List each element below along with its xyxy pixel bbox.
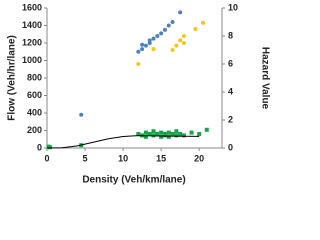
point [178, 38, 183, 43]
point [155, 132, 160, 136]
point [189, 130, 194, 135]
point [147, 38, 152, 43]
point [159, 31, 164, 36]
point [162, 27, 167, 32]
y-tick-label: 1200 [22, 37, 42, 47]
point [147, 132, 152, 136]
point [143, 134, 148, 139]
y2-tick-label: 0 [228, 142, 233, 152]
y-tick-label: 0 [37, 142, 42, 152]
point [181, 34, 186, 38]
point [166, 23, 171, 28]
point [178, 132, 183, 136]
point [181, 41, 186, 45]
x-tick-label: 10 [118, 153, 128, 163]
y-tick-label: 800 [27, 72, 42, 82]
point [174, 43, 179, 48]
point [159, 130, 164, 135]
y-tick-label: 1400 [22, 20, 42, 30]
y-tick-label: 400 [27, 107, 42, 117]
y2-tick-label: 8 [228, 30, 233, 40]
y2-tick-label: 6 [228, 58, 233, 68]
point [136, 62, 141, 66]
y2-tick-label: 10 [228, 2, 238, 12]
point [178, 10, 183, 15]
point [204, 127, 209, 132]
y-tick-label: 1600 [22, 2, 42, 12]
point [140, 42, 145, 47]
point [166, 130, 171, 135]
point [170, 132, 175, 136]
y2-tick-label: 4 [228, 86, 233, 96]
point [174, 129, 179, 134]
y-axis-title: Flow (Veh/hr/lane) [7, 35, 18, 121]
point [143, 130, 148, 135]
y-tick-label: 600 [27, 90, 42, 100]
point [151, 47, 156, 52]
x-tick-label: 20 [194, 153, 204, 163]
y2-tick-label: 2 [228, 114, 233, 124]
point [197, 132, 202, 136]
chart: Flow (Veh/hr/lane) Hazard Value Density … [7, 2, 271, 186]
point [200, 20, 205, 25]
x-axis-title: Density (Veh/km/lane) [82, 175, 185, 186]
x-tick-label: 5 [83, 153, 88, 163]
point [143, 43, 148, 48]
y-tick-label: 1000 [22, 55, 42, 65]
point [155, 34, 160, 38]
y2-axis-title: Hazard Value [259, 47, 270, 110]
point [159, 134, 164, 139]
trend-line [46, 135, 200, 149]
x-tick-label: 15 [156, 153, 166, 163]
y-tick-label: 200 [27, 125, 42, 135]
point [170, 20, 175, 24]
point [48, 145, 53, 150]
point [151, 36, 156, 41]
point [162, 132, 167, 136]
x-tick-label: 0 [44, 153, 49, 163]
point [79, 112, 84, 117]
point [181, 133, 186, 138]
point [140, 47, 145, 52]
point [174, 133, 179, 138]
point [136, 49, 141, 54]
point [170, 48, 175, 52]
point [151, 129, 156, 134]
point [166, 134, 171, 139]
point [193, 27, 198, 31]
point [136, 132, 141, 136]
